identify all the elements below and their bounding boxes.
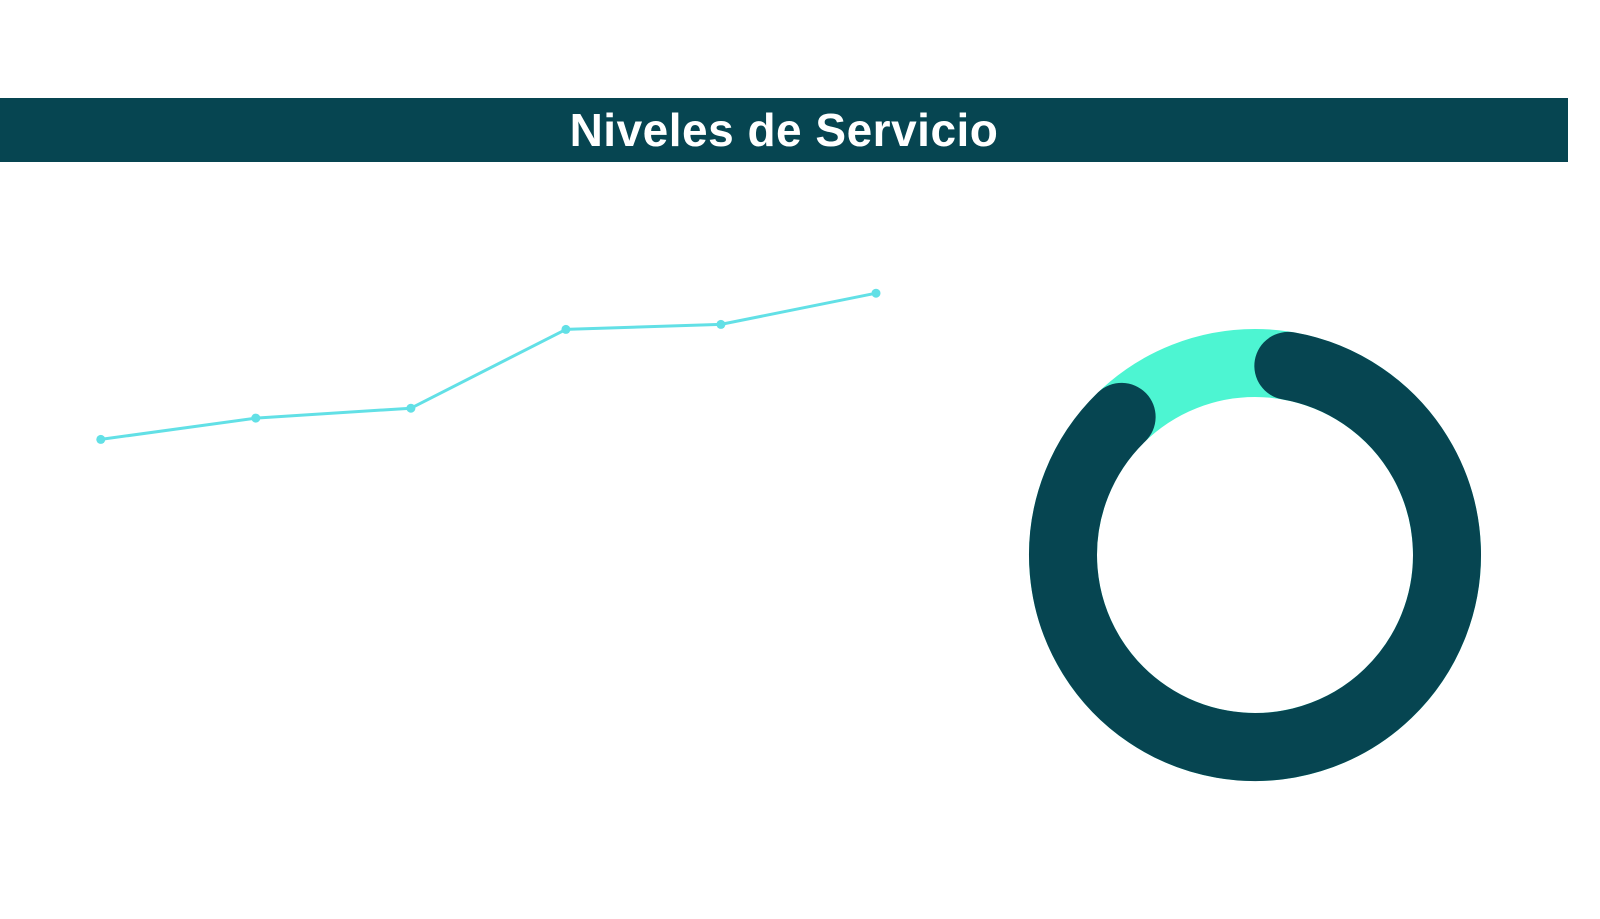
donut-segment-main <box>1029 331 1481 781</box>
data-point-2 <box>251 413 261 423</box>
data-point-6 <box>871 288 881 298</box>
service-level-donut-chart <box>1029 329 1481 781</box>
data-point-3 <box>406 403 416 413</box>
service-level-line-chart <box>96 288 881 444</box>
data-point-1 <box>96 434 106 444</box>
header-bar: Niveles de Servicio <box>0 98 1568 162</box>
page-title: Niveles de Servicio <box>569 104 999 156</box>
series-line <box>100 291 877 441</box>
data-point-5 <box>716 319 726 329</box>
data-point-4 <box>561 324 571 334</box>
